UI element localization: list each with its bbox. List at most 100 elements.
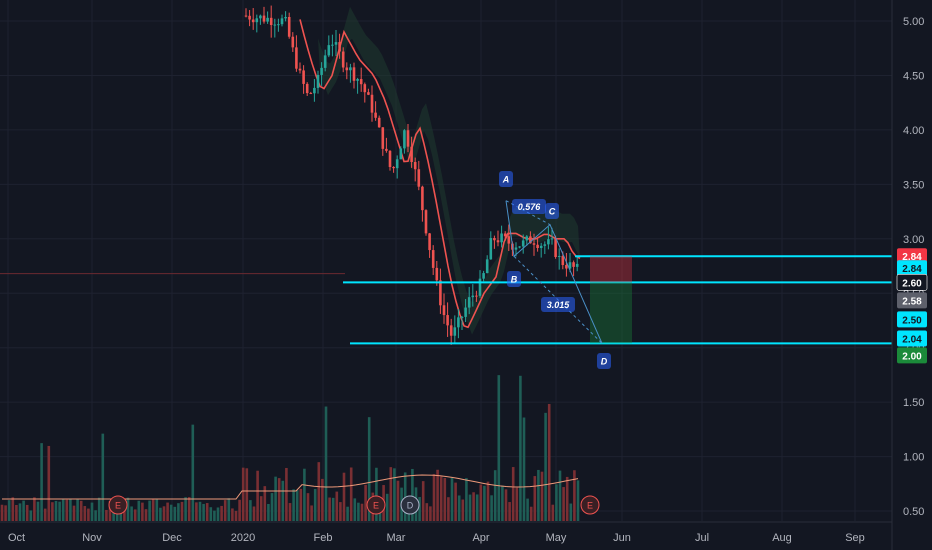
- price-tag-label-5: 2.04: [902, 334, 922, 345]
- price-tick-label: 1.50: [903, 397, 924, 409]
- ratio-box-1[interactable]: [541, 297, 575, 312]
- volume-bar: [486, 481, 490, 521]
- volume-bar: [501, 485, 504, 521]
- candle-body: [417, 169, 421, 187]
- volume-bar: [411, 468, 414, 521]
- candle-body: [464, 307, 467, 317]
- price-tag-2[interactable]: [896, 274, 928, 291]
- volume-bar: [515, 487, 519, 521]
- price-tick-label: 3.50: [903, 179, 924, 191]
- volume-bar: [101, 433, 105, 521]
- candle-body: [547, 239, 550, 245]
- price-tag-6[interactable]: [897, 347, 927, 364]
- volume-bar: [310, 505, 313, 521]
- candle-body: [565, 265, 568, 269]
- volume-bar: [537, 469, 540, 521]
- position-stop-zone[interactable]: [590, 256, 632, 283]
- price-tag-label-0: 2.84: [902, 252, 922, 263]
- candle-body: [334, 42, 338, 45]
- candle-body: [431, 250, 435, 268]
- volume-bar: [533, 476, 537, 521]
- volume-bar: [576, 480, 580, 521]
- candle-body: [298, 68, 302, 71]
- candle-body: [435, 267, 439, 281]
- candle-body: [532, 243, 536, 245]
- time-tick-label: Aug: [772, 532, 792, 544]
- time-axis[interactable]: Oct Nov Dec 2020 Feb Mar Apr May Jun Jul Aug Sep: [0, 521, 892, 544]
- candle-body: [496, 240, 500, 243]
- price-tag-4[interactable]: [897, 311, 927, 328]
- pattern-point-A[interactable]: [499, 171, 513, 187]
- candle-body: [349, 67, 352, 71]
- event-marker-1[interactable]: [366, 495, 386, 515]
- candle-body: [356, 79, 359, 81]
- candle-body: [446, 315, 449, 326]
- position-target-zone[interactable]: [590, 282, 632, 344]
- volume-bar: [256, 470, 259, 521]
- event-marker-label-3: E: [587, 501, 593, 511]
- volume-bar: [259, 496, 263, 521]
- price-tag-5[interactable]: [897, 330, 927, 347]
- time-tick-label: Jun: [613, 532, 631, 544]
- volume-bar: [418, 496, 421, 521]
- volume-bar: [303, 468, 306, 521]
- volume-bar: [321, 478, 324, 521]
- ratio-box-0[interactable]: [512, 199, 546, 214]
- volume-bar: [94, 510, 97, 521]
- volume-bar: [573, 470, 576, 521]
- candle-body: [561, 256, 565, 266]
- candle-body: [287, 16, 291, 37]
- price-tag-3[interactable]: [897, 292, 927, 309]
- volume-bar: [461, 499, 465, 521]
- volume-bar: [105, 509, 108, 521]
- volume-bar: [162, 506, 166, 521]
- candle-body: [259, 15, 262, 19]
- volume-bar: [169, 504, 173, 521]
- candle-body: [381, 127, 385, 149]
- ratio-label-1: 3.015: [547, 300, 571, 310]
- volume-bar: [69, 499, 72, 521]
- event-marker-0[interactable]: [108, 495, 128, 515]
- candle-body: [536, 244, 539, 249]
- candle-body: [550, 238, 554, 240]
- event-marker-3[interactable]: [580, 495, 600, 515]
- volume-bar: [436, 469, 439, 521]
- pattern-point-D[interactable]: [597, 353, 611, 369]
- volume-bar: [87, 508, 90, 521]
- event-marker-label-2: D: [407, 501, 414, 511]
- time-tick-label: Apr: [472, 532, 489, 544]
- volume-bar: [421, 481, 425, 521]
- candle-body: [320, 67, 323, 75]
- price-tag-1[interactable]: [897, 260, 927, 277]
- candle-body: [467, 297, 471, 308]
- volume-bar: [43, 508, 47, 521]
- volume-bar: [270, 493, 274, 521]
- candle-body: [503, 233, 507, 237]
- volume-bar: [141, 502, 144, 521]
- volume-bar: [33, 497, 36, 521]
- drawings[interactable]: A B C D 0.576 3.015 E E D E: [108, 171, 892, 515]
- pattern-path[interactable]: [505, 200, 603, 344]
- volume-bar: [346, 506, 349, 521]
- volume-bar: [540, 471, 544, 521]
- volume-bar: [25, 504, 29, 521]
- price-axis[interactable]: 5.00 4.50 4.00 3.50 3.00 2.50 2.00 1.50 1.00 0.50…: [891, 0, 928, 550]
- pattern-point-C[interactable]: [545, 203, 559, 219]
- candle-body: [331, 44, 334, 46]
- volume-bar: [112, 507, 115, 521]
- time-tick-label: Jul: [695, 532, 709, 544]
- candle-body: [428, 233, 431, 251]
- event-marker-2[interactable]: [400, 495, 420, 515]
- time-tick-label: Dec: [162, 532, 182, 544]
- volume-bar: [195, 502, 198, 521]
- volume-bar: [328, 497, 331, 521]
- volume-bar: [281, 480, 285, 521]
- volume-bar: [209, 507, 213, 521]
- pattern-point-B[interactable]: [507, 271, 521, 287]
- pattern-point-label-B: B: [511, 275, 518, 285]
- price-tick-label: 0.50: [903, 506, 924, 518]
- volume-bar: [137, 500, 141, 521]
- volume-bar: [198, 501, 202, 521]
